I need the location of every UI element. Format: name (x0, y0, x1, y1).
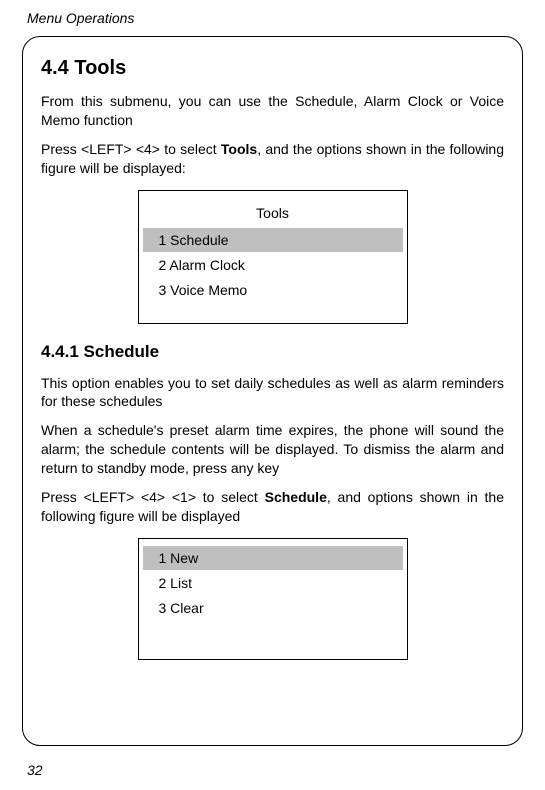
para3-bold: Schedule (265, 489, 327, 505)
menu1-item-1: 1 Schedule (143, 228, 403, 252)
subsection-para2: When a schedule's preset alarm time expi… (41, 421, 504, 478)
subsection-para3: Press <LEFT> <4> <1> to select Schedule,… (41, 488, 504, 526)
page-frame: 4.4 Tools From this submenu, you can use… (22, 36, 523, 746)
section-title: 4.4 Tools (41, 57, 504, 80)
section-para2: Press <LEFT> <4> to select Tools, and th… (41, 140, 504, 178)
subsection-title: 4.4.1 Schedule (41, 342, 504, 362)
menu1-item-2: 2 Alarm Clock (143, 253, 403, 277)
menu1-item-3: 3 Voice Memo (143, 278, 403, 302)
page-number: 32 (27, 762, 43, 778)
tools-menu-box: Tools 1 Schedule 2 Alarm Clock 3 Voice M… (138, 190, 408, 324)
subsection-para1: This option enables you to set daily sch… (41, 374, 504, 412)
para2-bold: Tools (221, 141, 257, 157)
menu2-item-2: 2 List (143, 571, 403, 595)
page-header: Menu Operations (27, 10, 523, 26)
menu2-item-1: 1 New (143, 546, 403, 570)
section-para1: From this submenu, you can use the Sched… (41, 92, 504, 130)
para3-pre: Press <LEFT> <4> <1> to select (41, 489, 265, 505)
menu2-item-3: 3 Clear (143, 596, 403, 620)
schedule-menu-box: 1 New 2 List 3 Clear (138, 538, 408, 660)
para2-pre: Press <LEFT> <4> to select (41, 141, 221, 157)
tools-menu-title: Tools (139, 201, 407, 227)
